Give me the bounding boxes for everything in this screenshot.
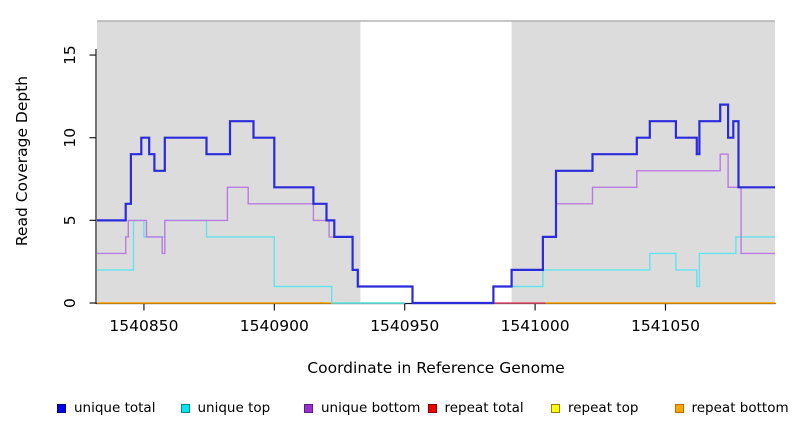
legend-label: unique top	[197, 400, 271, 416]
x-tick-label: 1541000	[501, 317, 570, 335]
legend-item-unique-total: unique total	[57, 400, 181, 416]
y-tick-label: 0	[61, 298, 79, 308]
x-axis-title: Coordinate in Reference Genome	[307, 359, 565, 377]
x-tick-label: 1540850	[109, 317, 178, 335]
x-tick-label: 1540950	[370, 317, 439, 335]
legend-label: repeat bottom	[691, 400, 789, 416]
unique-total-swatch-icon	[57, 403, 66, 413]
y-tick-label: 15	[61, 45, 79, 65]
legend-label: repeat total	[444, 400, 524, 416]
legend-item-repeat-total: repeat total	[427, 400, 552, 416]
y-tick-label: 5	[61, 215, 79, 225]
x-tick-label: 1541050	[631, 317, 700, 335]
shaded-region	[511, 21, 775, 303]
y-axis-title: Read Coverage Depth	[13, 75, 31, 247]
repeat-top-swatch-icon	[551, 403, 560, 413]
series-unique-total	[97, 103, 775, 305]
legend-label: repeat top	[568, 400, 639, 416]
legend-label: unique bottom	[321, 400, 421, 416]
legend-item-unique-bottom: unique bottom	[304, 400, 428, 416]
legend: unique total unique top unique bottom re…	[57, 400, 792, 416]
y-tick-label: 10	[61, 128, 79, 148]
unique-top-swatch-icon	[180, 403, 190, 413]
legend-item-unique-top: unique top	[180, 400, 305, 416]
shaded-region	[97, 21, 361, 303]
x-tick-label: 1540900	[240, 317, 309, 335]
unique-bottom-swatch-icon	[304, 403, 313, 413]
legend-item-repeat-top: repeat top	[551, 400, 675, 416]
repeat-bottom-swatch-icon	[674, 403, 684, 413]
repeat-total-swatch-icon	[427, 403, 437, 413]
legend-label: unique total	[74, 400, 156, 416]
legend-item-repeat-bottom: repeat bottom	[674, 400, 792, 416]
